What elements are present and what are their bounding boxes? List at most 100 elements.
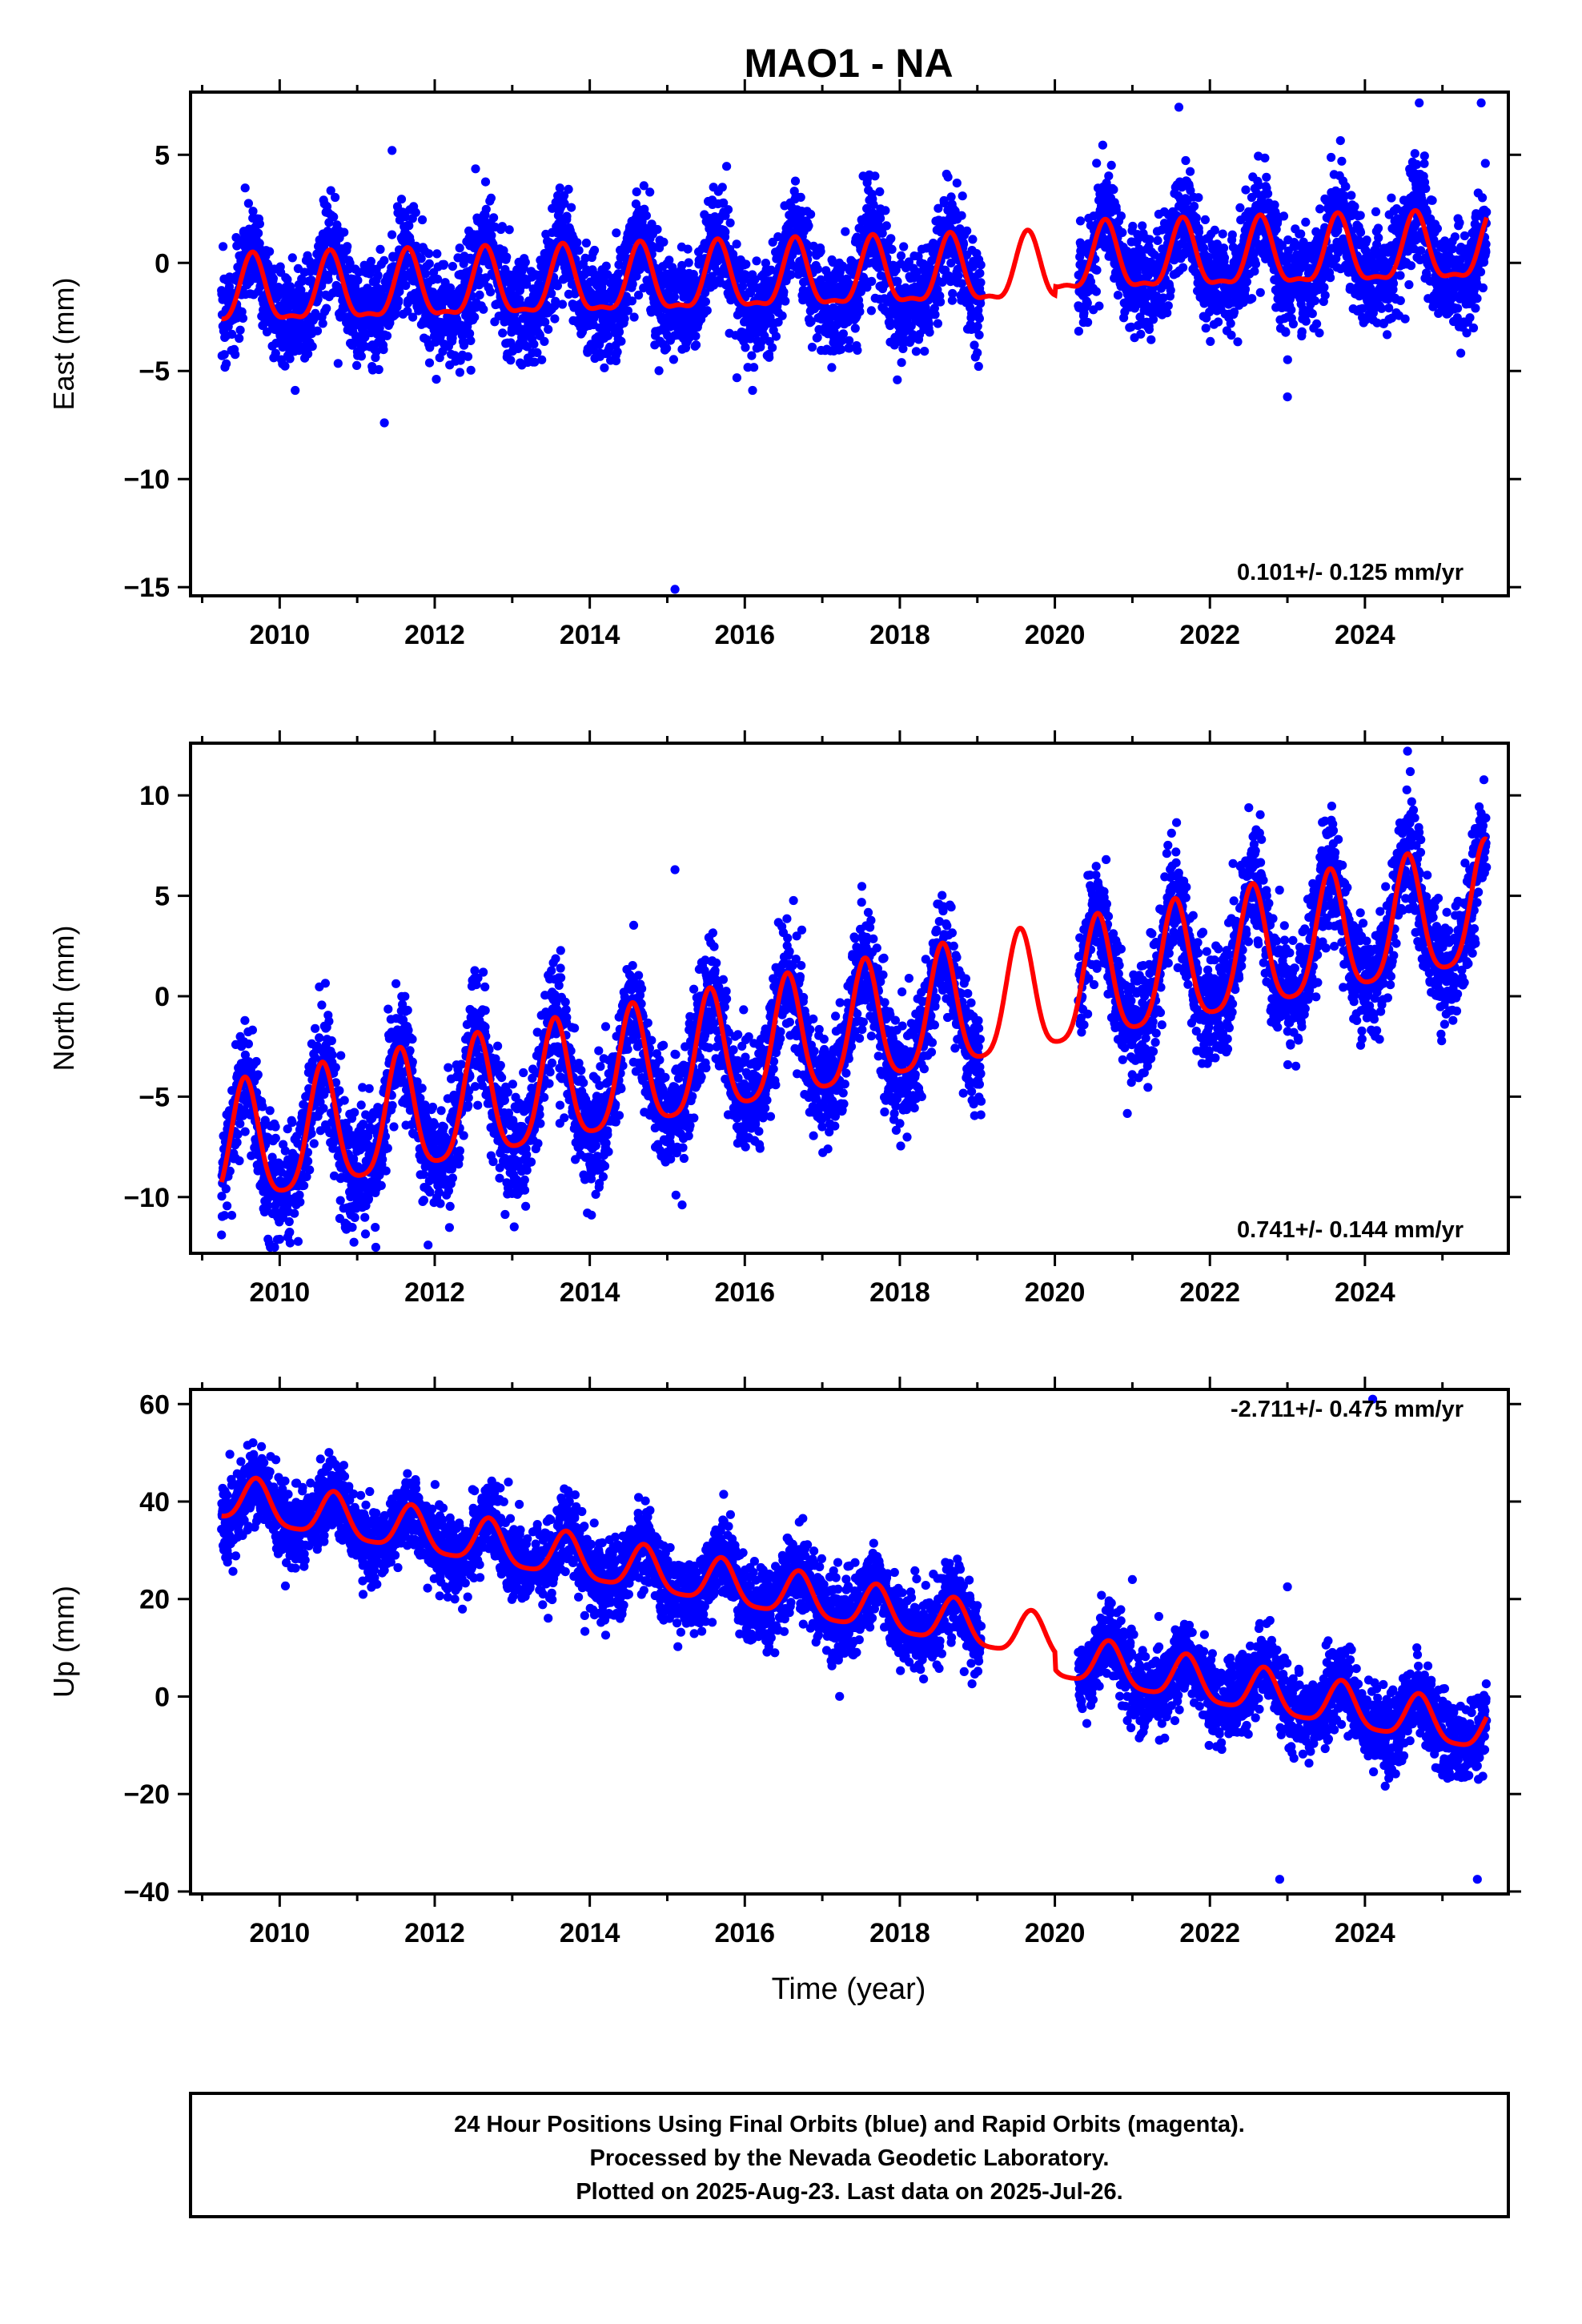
- east-data-point-1745: [611, 356, 621, 366]
- east-data-point-1264: [502, 252, 512, 262]
- east-data-point-3010: [897, 358, 906, 368]
- east-data-point-3680: [1148, 315, 1158, 324]
- east-data-point-4030: [1227, 230, 1237, 239]
- east-data-point-3323: [968, 235, 978, 244]
- east-data-point-3370: [1075, 216, 1086, 226]
- east-data-point-1245: [498, 328, 508, 338]
- east-data-point-2488: [777, 311, 787, 320]
- east-data-point-3137: [925, 328, 934, 337]
- east-data-point-203: [262, 327, 272, 337]
- east-data-point-1128: [471, 164, 480, 174]
- east-data-point-3845: [1186, 167, 1195, 176]
- east-data-point-104: [240, 183, 250, 193]
- east-data-point-516: [333, 359, 343, 368]
- east-data-point-3663: [1144, 324, 1154, 334]
- east-data-point-1613: [581, 238, 592, 248]
- east-data-point-4600: [1355, 227, 1366, 237]
- east-data-point-691: [373, 271, 383, 280]
- east-data-point-1882: [641, 211, 652, 220]
- east-data-point-3627: [1136, 329, 1146, 339]
- east-data-point-3352: [974, 314, 984, 324]
- east-data-point-84: [235, 325, 245, 335]
- east-data-point-3499: [1106, 160, 1116, 170]
- east-data-point-352: [296, 285, 306, 295]
- east-data-point-447: [318, 319, 327, 328]
- east-data-point-3543: [1118, 227, 1127, 237]
- east-data-point-3914: [1201, 324, 1211, 333]
- east-data-point-1550: [567, 203, 576, 212]
- east-data-point-4679: [1374, 233, 1383, 243]
- east-data-point-172: [255, 219, 264, 229]
- east-data-point-3590: [1128, 221, 1138, 231]
- east-data-point-2494: [779, 287, 789, 297]
- east-panel: 2010 2012 2014 2016 2018 2020 2022 202450−5−10−…: [47, 79, 1521, 650]
- east-data-point-4087: [1240, 284, 1251, 294]
- east-data-point-215: [265, 247, 275, 256]
- east-data-point-4467: [1326, 273, 1335, 283]
- east-data-point-383: [303, 349, 313, 359]
- east-data-point-3441: [1092, 265, 1102, 275]
- east-data-point-1107: [466, 365, 476, 375]
- east-data-point-3439: [1091, 287, 1101, 296]
- east-data-point-2350: [747, 351, 757, 360]
- east-data-point-3343: [973, 348, 982, 358]
- east-data-point-496: [329, 212, 339, 222]
- east-data-point-3280: [958, 191, 967, 201]
- east-data-point-4824: [1406, 261, 1416, 271]
- east-data-point-3880: [1194, 193, 1203, 203]
- east-data-point-2639: [813, 264, 822, 274]
- east-data-point-141: [248, 207, 258, 216]
- east-data-point-1700: [601, 261, 611, 271]
- east-data-point-1163: [479, 304, 488, 314]
- east-data-point-3359: [976, 260, 986, 270]
- east-data-point-2258: [725, 218, 735, 227]
- east-data-point-2942: [881, 221, 891, 231]
- east-data-point-1930: [652, 224, 662, 235]
- east-data-point-1693: [600, 363, 609, 372]
- east-data-point-4175: [1260, 153, 1270, 163]
- east-data-point-3671: [1146, 335, 1156, 344]
- east-data-point-702: [375, 244, 385, 254]
- east-data-point-1173: [480, 177, 491, 187]
- east-data-point-2701: [827, 363, 837, 372]
- east-data-point-4441: [1319, 283, 1329, 292]
- east-data-point-3163: [930, 310, 940, 320]
- east-data-point-4341: [1297, 327, 1307, 336]
- east-data-point-165: [254, 228, 263, 238]
- east-data-point-3402: [1083, 317, 1093, 328]
- east-data-point-4026: [1227, 330, 1236, 340]
- east-data-point-2826: [855, 307, 865, 316]
- east-data-point-3697: [1153, 235, 1162, 245]
- east-data-point-3348: [974, 361, 983, 372]
- east-data-point-952: [432, 375, 441, 384]
- east-data-point-3174: [933, 319, 942, 328]
- east-data-point-1093: [463, 352, 473, 361]
- east-data-point-4182: [1262, 172, 1271, 182]
- east-data-point-3812: [1178, 263, 1188, 272]
- east-data-point-1056: [455, 368, 465, 377]
- east-data-point-3507: [1109, 185, 1118, 195]
- east-data-point-555: [343, 242, 352, 251]
- east-data-point-4884: [1419, 159, 1429, 168]
- east-data-point-1819: [628, 279, 637, 289]
- east-data-point-2616: [807, 342, 817, 352]
- east-data-point-918: [424, 249, 434, 259]
- east-data-point-1209: [489, 213, 499, 223]
- east-data-point-81: [235, 333, 244, 344]
- east-data-point-4292: [1287, 305, 1296, 315]
- east-data-point-732: [382, 331, 392, 340]
- east-data-point-2545: [790, 176, 801, 186]
- east-data-point-542: [339, 227, 349, 237]
- east-data-point-3526: [1113, 291, 1123, 300]
- east-data-point-1973: [662, 344, 672, 353]
- east-data-point-3256: [952, 179, 962, 188]
- east-data-point-241: [271, 348, 280, 358]
- east-data-point-920: [424, 259, 434, 268]
- east-data-point-3665: [1145, 235, 1154, 244]
- east-data-point-2499: [781, 296, 790, 306]
- east-data-point-3298: [962, 226, 972, 235]
- east-data-point-4885: [1419, 151, 1429, 161]
- east-data-point-3114: [920, 347, 930, 356]
- east-data-point-4470: [1327, 152, 1336, 163]
- east-data-point-3934: [1206, 336, 1215, 346]
